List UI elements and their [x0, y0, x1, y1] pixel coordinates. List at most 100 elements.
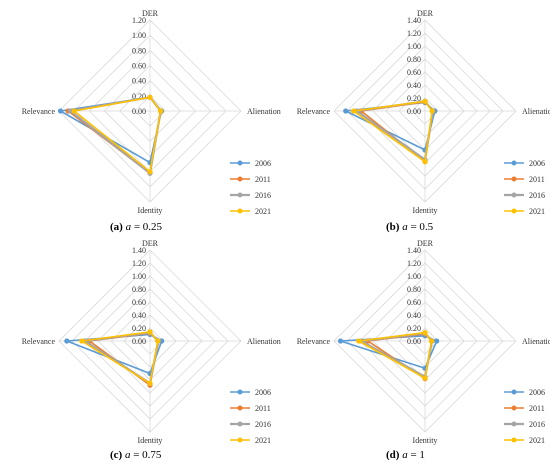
grid: [333, 19, 517, 203]
panel-caption: (d) a = 1: [386, 449, 425, 461]
data-point-2006: [343, 108, 349, 114]
tick-label: 0.80: [407, 55, 421, 64]
legend-swatch-marker: [511, 208, 517, 214]
data-point-2006: [64, 338, 70, 344]
data-point-2021: [350, 108, 357, 114]
grid: [333, 249, 517, 433]
legend-label: 2011: [529, 175, 545, 184]
axis-label-identity: Identity: [413, 436, 438, 445]
tick-label: 0.40: [132, 77, 146, 86]
tick-label: 0.20: [407, 324, 421, 333]
axis-label-identity: Identity: [138, 436, 163, 445]
data-point-2021: [155, 338, 161, 344]
legend-swatch-marker: [237, 208, 243, 214]
legend-swatch-marker: [237, 389, 243, 395]
legend-label: 2021: [255, 207, 271, 216]
legend-swatch-marker: [237, 176, 243, 182]
tick-label: 1.40: [407, 246, 421, 255]
data-point-2021: [422, 330, 428, 336]
data-point-2021: [79, 338, 85, 344]
tick-label: 0.00: [407, 107, 421, 116]
data-point-2021: [147, 94, 153, 100]
legend-label: 2006: [255, 159, 271, 168]
legend-swatch-marker: [237, 192, 243, 198]
axis-label-der: DER: [142, 9, 159, 18]
tick-label: 0.60: [132, 62, 146, 71]
legend-swatch-marker: [511, 421, 517, 427]
legend-swatch-marker: [237, 405, 243, 411]
tick-label: 0.20: [132, 324, 146, 333]
legend-label: 2006: [529, 388, 545, 397]
tick-label: 0.20: [132, 92, 146, 101]
data-point-2021: [147, 380, 153, 386]
legend-swatch-marker: [237, 160, 243, 166]
data-point-2021: [147, 329, 153, 335]
tick-label: 0.80: [132, 285, 146, 294]
data-point-2021: [428, 338, 435, 344]
data-point-2006: [434, 338, 440, 344]
tick-label: 0.80: [407, 285, 421, 294]
legend-label: 2021: [529, 207, 545, 216]
tick-label: 0.40: [132, 311, 146, 320]
tick-label: 0.00: [132, 107, 146, 116]
tick-label: 1.40: [132, 246, 146, 255]
data-point-2021: [422, 98, 428, 104]
axis-label-alienation: Alienation: [522, 107, 550, 116]
data-point-2021: [429, 108, 435, 114]
legend-label: 2016: [255, 191, 271, 200]
data-point-2016: [67, 108, 73, 114]
tick-label: 0.60: [407, 68, 421, 77]
tick-label: 1.00: [407, 272, 421, 281]
series-line-2016: [83, 331, 160, 385]
legend-label: 2021: [255, 436, 271, 445]
legend-swatch-marker: [511, 160, 517, 166]
legend: 2006 2011 2016 2021: [504, 388, 545, 445]
axis-label-alienation: Alienation: [522, 337, 550, 346]
tick-label: 1.20: [132, 16, 146, 25]
axis-label-relevance: Relevance: [22, 107, 56, 116]
data-point-2021: [147, 169, 153, 175]
tick-label: 1.00: [132, 31, 146, 40]
legend-label: 2011: [255, 175, 271, 184]
legend: 2006 2011 2016 2021: [230, 159, 271, 216]
legend-swatch-marker: [511, 405, 517, 411]
legend-label: 2006: [255, 388, 271, 397]
tick-label: 1.00: [407, 42, 421, 51]
axis-label-alienation: Alienation: [247, 107, 281, 116]
data-point-2021: [422, 375, 428, 381]
series-line-2016: [355, 100, 434, 161]
data-point-2021: [422, 159, 428, 165]
legend-label: 2006: [529, 159, 545, 168]
legend-label: 2016: [529, 191, 545, 200]
legend-swatch-marker: [237, 421, 243, 427]
axis-label-alienation: Alienation: [247, 337, 281, 346]
tick-label: 1.00: [132, 272, 146, 281]
panel-caption: (b) a = 0.5: [386, 221, 434, 233]
legend-label: 2011: [529, 404, 545, 413]
data-point-2006: [57, 108, 64, 114]
tick-label: 0.40: [407, 81, 421, 90]
axis-label-identity: Identity: [138, 206, 163, 215]
axis-label-relevance: Relevance: [297, 107, 331, 116]
tick-label: 1.20: [407, 29, 421, 38]
legend-swatch-marker: [511, 176, 517, 182]
legend-swatch-marker: [511, 192, 517, 198]
tick-label: 0.40: [407, 311, 421, 320]
legend-label: 2011: [255, 404, 271, 413]
axis-label-identity: Identity: [413, 206, 438, 215]
panel-caption: (a) a = 0.25: [110, 221, 163, 233]
panel-caption: (c) a = 0.75: [110, 449, 162, 461]
tick-label: 0.00: [132, 337, 146, 346]
legend-label: 2016: [529, 420, 545, 429]
legend-swatch-marker: [237, 437, 243, 443]
tick-label: 1.20: [132, 259, 146, 268]
axis-label-relevance: Relevance: [297, 337, 331, 346]
legend-label: 2021: [529, 436, 545, 445]
tick-label: 1.40: [407, 16, 421, 25]
legend: 2006 2011 2016 2021: [504, 159, 545, 216]
